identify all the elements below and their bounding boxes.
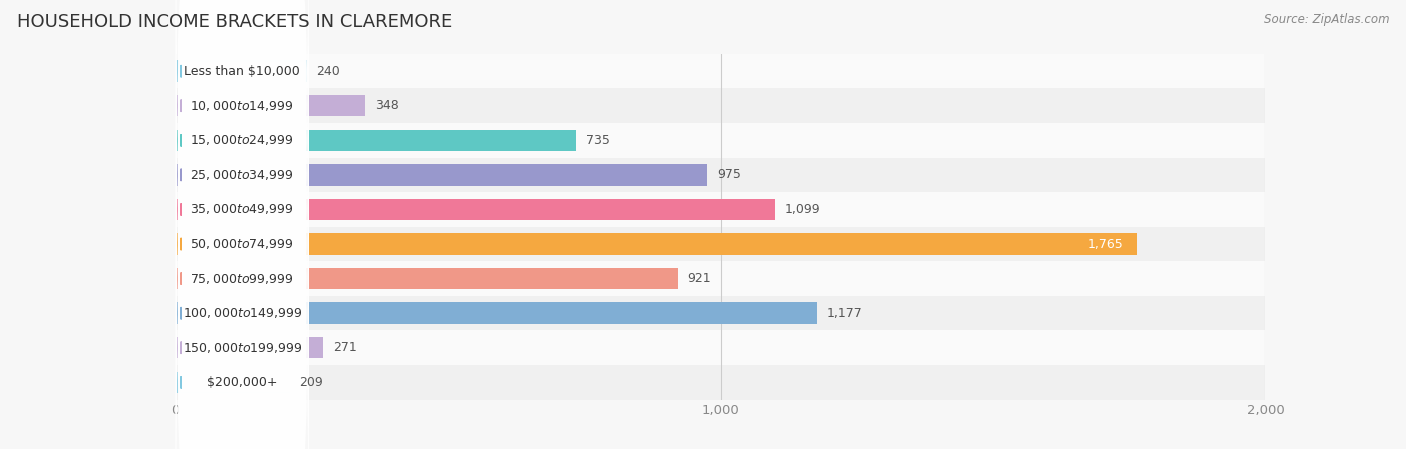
Bar	[176, 372, 290, 393]
Text: 271: 271	[333, 341, 357, 354]
Bar	[176, 61, 307, 82]
FancyBboxPatch shape	[176, 0, 309, 407]
Bar	[176, 330, 1265, 365]
FancyBboxPatch shape	[176, 115, 309, 449]
Bar	[176, 365, 1265, 400]
Text: 1,765: 1,765	[1088, 238, 1123, 251]
Text: 921: 921	[688, 272, 711, 285]
Bar	[176, 130, 576, 151]
Bar	[176, 337, 323, 358]
FancyBboxPatch shape	[176, 46, 309, 449]
Bar	[176, 192, 1265, 227]
Bar	[176, 227, 1265, 261]
Text: 1,177: 1,177	[827, 307, 862, 320]
Text: $50,000 to $74,999: $50,000 to $74,999	[190, 237, 294, 251]
Text: $200,000+: $200,000+	[207, 376, 277, 389]
Bar	[176, 296, 1265, 330]
Text: $75,000 to $99,999: $75,000 to $99,999	[190, 272, 294, 286]
Text: $35,000 to $49,999: $35,000 to $49,999	[190, 202, 294, 216]
Text: 209: 209	[299, 376, 323, 389]
Bar	[176, 88, 1265, 123]
Text: 735: 735	[586, 134, 610, 147]
Text: 975: 975	[717, 168, 741, 181]
FancyBboxPatch shape	[176, 0, 309, 449]
Bar	[176, 54, 1265, 88]
FancyBboxPatch shape	[176, 0, 309, 449]
Text: 240: 240	[316, 65, 340, 78]
Text: 1,099: 1,099	[785, 203, 820, 216]
Bar	[176, 123, 1265, 158]
FancyBboxPatch shape	[176, 81, 309, 449]
Bar	[176, 199, 775, 220]
Bar	[176, 95, 366, 116]
Bar	[176, 233, 1137, 255]
FancyBboxPatch shape	[176, 0, 309, 373]
Text: Less than $10,000: Less than $10,000	[184, 65, 299, 78]
Text: 348: 348	[375, 99, 399, 112]
FancyBboxPatch shape	[176, 0, 309, 338]
FancyBboxPatch shape	[176, 12, 309, 449]
Bar	[176, 158, 1265, 192]
Bar	[176, 268, 678, 289]
Bar	[176, 164, 707, 185]
Text: $15,000 to $24,999: $15,000 to $24,999	[190, 133, 294, 147]
Bar	[176, 303, 817, 324]
Text: $100,000 to $149,999: $100,000 to $149,999	[183, 306, 302, 320]
Text: $150,000 to $199,999: $150,000 to $199,999	[183, 341, 302, 355]
Text: HOUSEHOLD INCOME BRACKETS IN CLAREMORE: HOUSEHOLD INCOME BRACKETS IN CLAREMORE	[17, 13, 453, 31]
Bar	[176, 261, 1265, 296]
Text: Source: ZipAtlas.com: Source: ZipAtlas.com	[1264, 13, 1389, 26]
Text: $25,000 to $34,999: $25,000 to $34,999	[190, 168, 294, 182]
FancyBboxPatch shape	[176, 0, 309, 442]
Text: $10,000 to $14,999: $10,000 to $14,999	[190, 99, 294, 113]
